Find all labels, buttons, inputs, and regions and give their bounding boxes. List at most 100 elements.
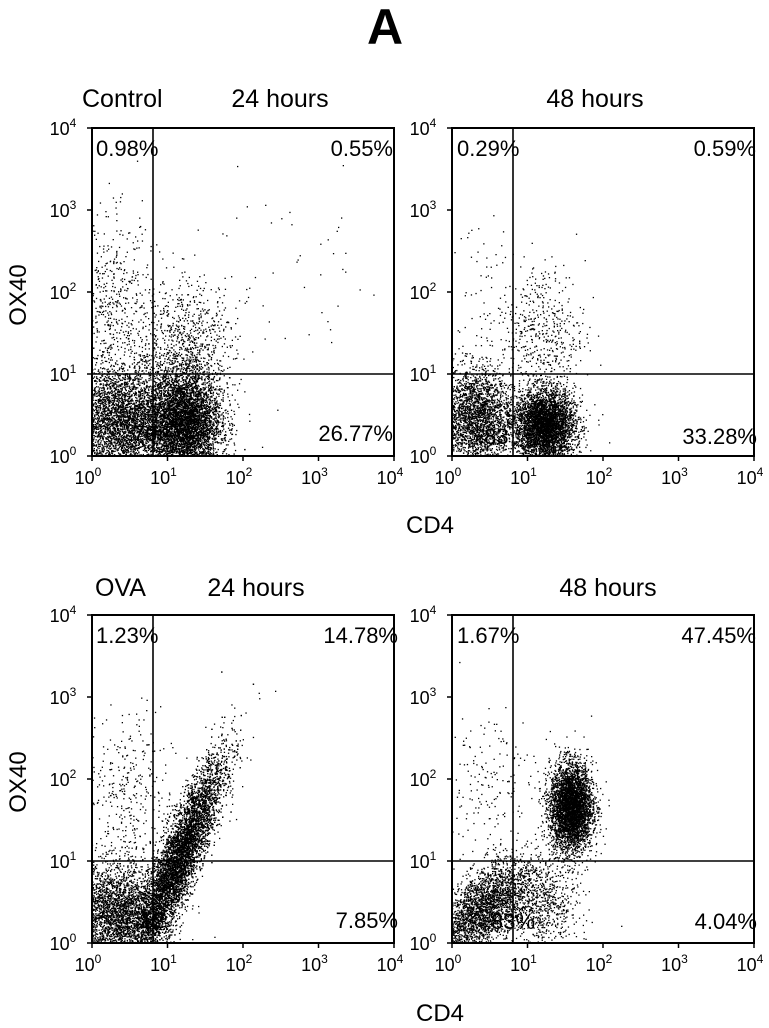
event-dot xyxy=(103,406,105,408)
event-dot xyxy=(116,450,118,452)
event-dot xyxy=(113,421,115,423)
event-dot xyxy=(131,394,133,396)
event-dot xyxy=(124,364,126,366)
event-dot xyxy=(128,446,130,448)
event-dot xyxy=(125,421,127,423)
event-dot xyxy=(122,452,124,455)
event-dot xyxy=(140,446,143,448)
event-dot xyxy=(114,353,116,356)
event-dot xyxy=(98,423,101,426)
event-dot xyxy=(132,378,134,381)
event-dot xyxy=(128,378,130,380)
event-dot xyxy=(124,407,126,410)
event-dot xyxy=(128,380,130,383)
event-dot xyxy=(135,417,137,419)
event-dot xyxy=(97,428,99,430)
event-dot xyxy=(179,349,181,351)
event-dot xyxy=(99,438,101,441)
event-dot xyxy=(100,367,102,369)
event-dot xyxy=(98,390,100,392)
event-dot xyxy=(126,434,128,436)
event-dot xyxy=(113,447,116,450)
event-dot xyxy=(94,391,96,393)
event-dot xyxy=(146,392,149,394)
event-dot xyxy=(135,392,137,395)
event-dot xyxy=(134,393,136,395)
event-dot xyxy=(133,379,136,381)
event-dot xyxy=(111,394,113,397)
event-dot xyxy=(135,451,137,454)
event-dot xyxy=(98,431,100,433)
event-dot xyxy=(138,399,140,401)
event-dot xyxy=(144,344,147,347)
event-dot xyxy=(111,397,113,399)
event-dot xyxy=(108,361,110,364)
event-dot xyxy=(122,394,124,397)
y-axis-title-control: OX40 xyxy=(5,264,32,325)
event-dot xyxy=(130,412,133,414)
event-dot xyxy=(146,339,148,341)
event-dot xyxy=(103,426,105,428)
event-dot xyxy=(125,389,127,392)
event-dot xyxy=(155,433,158,435)
event-dot xyxy=(102,422,104,424)
event-dot xyxy=(138,411,140,414)
event-dot xyxy=(112,406,114,408)
event-dot xyxy=(127,425,129,427)
event-dot xyxy=(109,429,112,431)
event-dot xyxy=(93,430,95,432)
event-dot xyxy=(104,413,106,415)
event-dot xyxy=(100,440,102,442)
event-dot xyxy=(120,392,123,394)
event-dot xyxy=(113,428,115,430)
event-dot xyxy=(122,412,125,414)
event-dot xyxy=(139,366,141,369)
event-dot xyxy=(134,422,136,424)
event-dot xyxy=(129,442,132,444)
event-dot xyxy=(125,393,127,395)
event-dot xyxy=(142,453,144,456)
event-dot xyxy=(132,387,135,389)
event-dot xyxy=(120,426,122,428)
event-dot xyxy=(137,362,139,364)
event-dot xyxy=(98,407,100,409)
event-dot xyxy=(102,427,105,430)
event-dot xyxy=(215,398,217,400)
event-dot xyxy=(107,450,109,452)
event-dot xyxy=(128,428,130,430)
event-dot xyxy=(161,396,163,398)
event-dot xyxy=(103,434,105,436)
event-dot xyxy=(104,404,106,407)
event-dot xyxy=(160,450,162,453)
event-dot xyxy=(129,415,131,417)
event-dot xyxy=(93,437,95,439)
event-dot xyxy=(113,419,115,421)
event-dot xyxy=(92,439,95,441)
event-dot xyxy=(136,363,138,366)
event-dot xyxy=(118,367,121,369)
event-dot xyxy=(107,399,110,401)
event-dot xyxy=(99,405,101,407)
event-dot xyxy=(95,399,98,402)
event-dot xyxy=(130,408,132,410)
event-dot xyxy=(110,443,112,445)
event-dot xyxy=(138,398,141,400)
event-dot xyxy=(149,368,151,371)
event-dot xyxy=(101,401,103,403)
event-dot xyxy=(140,426,143,428)
event-dot xyxy=(117,418,119,421)
event-dot xyxy=(109,448,111,450)
event-dot xyxy=(95,383,97,385)
event-dot xyxy=(205,401,207,403)
event-dot xyxy=(107,392,109,394)
event-dot xyxy=(112,412,115,414)
event-dot xyxy=(121,389,123,391)
event-dot xyxy=(117,392,119,394)
event-dot xyxy=(148,359,150,362)
event-dot xyxy=(129,416,132,418)
event-dot xyxy=(129,435,132,437)
event-dot xyxy=(111,433,113,435)
event-dot xyxy=(144,438,146,440)
event-dot xyxy=(96,441,99,443)
event-dot xyxy=(114,381,116,383)
